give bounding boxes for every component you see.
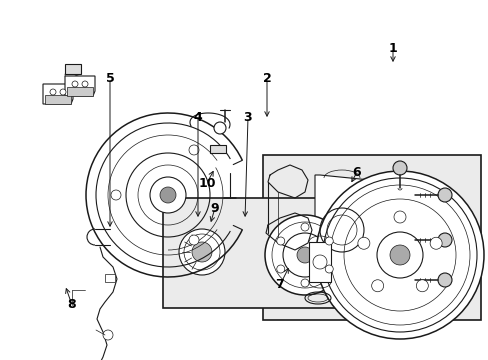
Circle shape: [50, 89, 56, 95]
Circle shape: [264, 215, 345, 295]
Circle shape: [150, 177, 185, 213]
Circle shape: [437, 273, 451, 287]
Circle shape: [392, 161, 406, 175]
Circle shape: [111, 190, 121, 200]
Circle shape: [329, 185, 469, 325]
Circle shape: [389, 245, 409, 265]
Circle shape: [189, 235, 199, 245]
Text: 5: 5: [105, 72, 114, 85]
Circle shape: [72, 81, 78, 87]
Circle shape: [323, 178, 476, 332]
Circle shape: [357, 237, 369, 249]
Circle shape: [371, 280, 383, 292]
Circle shape: [192, 242, 212, 262]
Polygon shape: [43, 84, 73, 104]
Circle shape: [429, 237, 441, 249]
Text: 4: 4: [193, 111, 202, 123]
Circle shape: [189, 145, 199, 155]
Circle shape: [325, 265, 332, 273]
Text: 10: 10: [198, 176, 215, 189]
Circle shape: [343, 199, 455, 311]
Circle shape: [376, 232, 422, 278]
Circle shape: [103, 330, 113, 340]
Circle shape: [393, 211, 405, 223]
Text: 7: 7: [275, 279, 284, 292]
Circle shape: [271, 222, 337, 288]
FancyBboxPatch shape: [163, 198, 354, 308]
Circle shape: [276, 265, 284, 273]
Bar: [65, 64, 81, 74]
Circle shape: [214, 122, 225, 134]
Circle shape: [82, 81, 88, 87]
Circle shape: [276, 237, 284, 245]
Text: 1: 1: [388, 41, 397, 54]
Text: 3: 3: [243, 111, 252, 123]
Bar: [105, 274, 115, 282]
Circle shape: [315, 171, 483, 339]
Circle shape: [283, 233, 326, 277]
Text: 9: 9: [210, 202, 219, 215]
Text: 8: 8: [67, 298, 76, 311]
Circle shape: [296, 247, 312, 263]
Bar: [45, 95, 71, 104]
Polygon shape: [65, 76, 95, 96]
Text: 2: 2: [262, 72, 271, 85]
Circle shape: [325, 237, 332, 245]
Circle shape: [437, 233, 451, 247]
Circle shape: [60, 89, 66, 95]
Polygon shape: [314, 175, 374, 270]
Bar: [209, 145, 225, 153]
Bar: [67, 87, 93, 96]
Bar: [308, 242, 330, 282]
Circle shape: [437, 188, 451, 202]
Circle shape: [415, 280, 427, 292]
Circle shape: [301, 223, 308, 231]
Circle shape: [179, 229, 224, 275]
Circle shape: [301, 279, 308, 287]
Circle shape: [183, 234, 220, 270]
FancyBboxPatch shape: [263, 155, 480, 320]
Text: 6: 6: [352, 166, 361, 179]
Circle shape: [160, 187, 176, 203]
